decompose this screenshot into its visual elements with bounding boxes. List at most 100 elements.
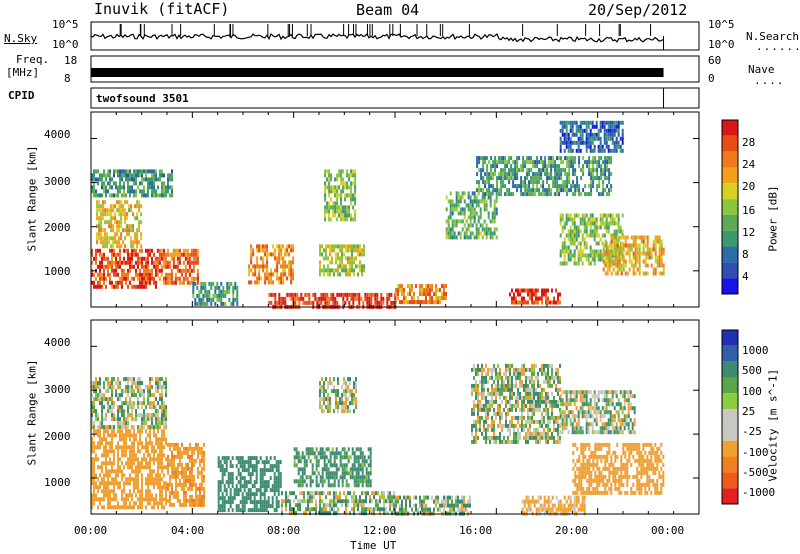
velocity-cell xyxy=(159,405,161,410)
power-cell xyxy=(658,243,661,248)
velocity-cell xyxy=(279,476,282,481)
velocity-cell xyxy=(127,409,129,414)
power-cell xyxy=(254,268,257,273)
power-cell xyxy=(486,180,489,185)
velocity-cell xyxy=(177,494,179,499)
velocity-cell xyxy=(289,491,291,496)
power-cell xyxy=(351,244,353,249)
velocity-cell xyxy=(367,463,370,468)
power-cell xyxy=(278,280,281,285)
velocity-cell xyxy=(101,401,103,406)
power-cell xyxy=(520,180,523,185)
power-cell xyxy=(254,280,257,285)
velocity-cell xyxy=(225,480,228,485)
power-cell xyxy=(194,281,197,286)
power-cell xyxy=(568,176,571,181)
power-cell xyxy=(342,169,345,174)
velocity-cell xyxy=(99,465,101,470)
power-cell xyxy=(535,296,537,301)
velocity-cell xyxy=(319,405,321,410)
power-cell xyxy=(473,195,476,200)
power-cell xyxy=(583,140,586,145)
power-cell xyxy=(292,244,295,249)
power-cell xyxy=(118,228,121,233)
power-cell xyxy=(127,268,129,273)
power-cell xyxy=(516,172,519,177)
velocity-cell xyxy=(119,481,121,486)
velocity-cell xyxy=(369,447,372,452)
power-cell xyxy=(451,223,454,228)
power-cell xyxy=(636,247,639,252)
power-cell xyxy=(652,271,655,276)
power-cell xyxy=(561,124,564,129)
velocity-cell xyxy=(97,417,99,422)
power-cell xyxy=(97,248,99,253)
velocity-cell xyxy=(189,502,191,507)
velocity-cell xyxy=(389,495,391,500)
power-cell xyxy=(569,217,572,222)
power-cell xyxy=(447,199,450,204)
velocity-cell xyxy=(197,470,199,475)
velocity-cell xyxy=(251,492,254,497)
power-cell xyxy=(471,207,474,212)
velocity-cell xyxy=(153,425,155,430)
power-cell xyxy=(266,244,269,249)
power-cell xyxy=(117,189,119,194)
velocity-cell xyxy=(301,491,303,496)
velocity-cell xyxy=(139,389,141,394)
velocity-cell xyxy=(343,393,345,398)
power-cell xyxy=(519,288,521,293)
velocity-cell xyxy=(365,511,367,516)
power-cell xyxy=(330,292,333,297)
power-cell xyxy=(581,140,584,145)
velocity-cell xyxy=(225,492,228,497)
power-cell xyxy=(581,128,584,133)
power-cell xyxy=(565,128,568,133)
power-cell xyxy=(188,272,191,277)
power-cell xyxy=(603,213,606,218)
velocity-cell xyxy=(319,507,321,512)
velocity-cell xyxy=(421,507,423,512)
power-cell xyxy=(216,281,219,286)
velocity-cell xyxy=(279,472,282,477)
velocity-cell xyxy=(165,457,167,462)
power-cell xyxy=(605,136,608,141)
velocity-cell xyxy=(357,459,360,464)
velocity-cell xyxy=(165,501,167,506)
velocity-cell xyxy=(127,481,129,486)
velocity-cell xyxy=(121,473,123,478)
velocity-cell xyxy=(99,425,101,430)
power-cell xyxy=(202,285,205,290)
power-cell xyxy=(567,253,570,258)
power-cell xyxy=(214,289,217,294)
velocity-cell xyxy=(171,450,173,455)
power-cell xyxy=(351,260,353,265)
power-cell xyxy=(403,300,405,305)
power-cell xyxy=(376,296,379,301)
power-cell xyxy=(632,235,635,240)
power-cell xyxy=(541,300,543,305)
velocity-cell xyxy=(131,425,133,430)
power-cell xyxy=(374,292,377,297)
power-cell xyxy=(143,169,145,174)
power-cell xyxy=(463,207,466,212)
power-cell xyxy=(644,235,647,240)
power-cell xyxy=(489,195,492,200)
velocity-cell xyxy=(275,460,278,465)
power-cell xyxy=(178,280,181,285)
power-cell xyxy=(471,199,474,204)
velocity-cell xyxy=(155,497,157,502)
power-cell xyxy=(252,252,255,257)
power-cell xyxy=(622,255,625,260)
power-cell xyxy=(288,244,291,249)
velocity-cell xyxy=(141,389,143,394)
velocity-cell xyxy=(161,389,163,394)
power-cell xyxy=(579,136,582,141)
power-cell xyxy=(541,288,543,293)
power-cell xyxy=(196,252,199,257)
velocity-cell xyxy=(111,489,113,494)
velocity-cell xyxy=(363,491,365,496)
velocity-cell xyxy=(183,482,185,487)
power-cell xyxy=(101,260,103,265)
velocity-cell xyxy=(125,461,127,466)
